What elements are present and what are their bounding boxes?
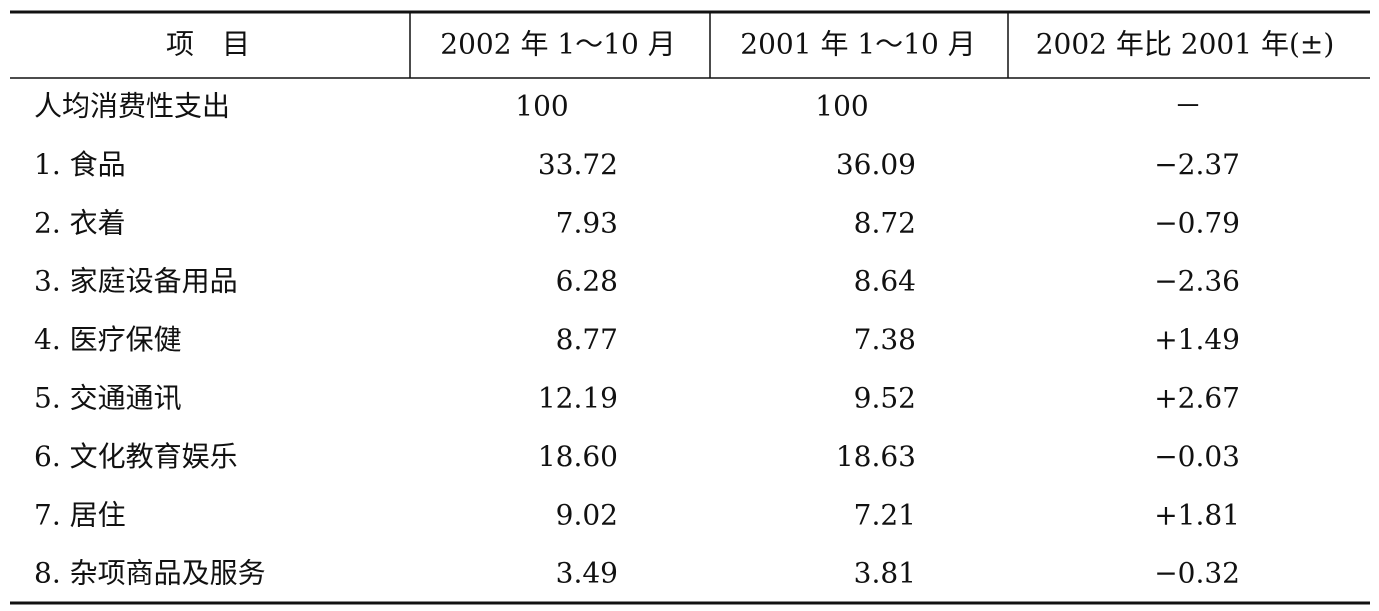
header-cell: 2002 年比 2001 年(±) (1036, 28, 1335, 61)
cell-value: 18.63 (836, 440, 916, 473)
cell-value: −2.37 (1154, 148, 1240, 181)
cell-value: 3.81 (854, 557, 916, 590)
row-label: 4. 医疗保健 (34, 323, 182, 356)
row-label: 人均消费性支出 (34, 90, 230, 123)
cell-value: 7.93 (556, 206, 618, 239)
cell-value: +1.81 (1154, 498, 1240, 531)
cell-value: 8.72 (854, 206, 916, 239)
cell-value: － (1174, 90, 1202, 123)
cell-value: −0.79 (1154, 206, 1240, 239)
cell-value: −2.36 (1154, 265, 1240, 298)
cell-value: 6.28 (556, 265, 618, 298)
cell-value: 100 (815, 90, 868, 123)
cell-value: +2.67 (1154, 382, 1240, 415)
row-label: 8. 杂项商品及服务 (34, 557, 266, 590)
row-label: 7. 居住 (34, 498, 126, 531)
cell-value: 8.77 (556, 323, 618, 356)
cell-value: 36.09 (836, 148, 916, 181)
cell-value: 33.72 (538, 148, 618, 181)
cell-value: 9.52 (854, 382, 916, 415)
cell-value: 18.60 (538, 440, 618, 473)
cell-value: 3.49 (556, 557, 618, 590)
cell-value: −0.32 (1154, 557, 1240, 590)
header-cell: 项 目 (166, 28, 250, 61)
header-cell: 2002 年 1～10 月 (440, 28, 675, 61)
row-label: 3. 家庭设备用品 (34, 265, 238, 298)
row-label: 1. 食品 (34, 148, 126, 181)
cell-value: 7.38 (854, 323, 916, 356)
row-label: 6. 文化教育娱乐 (34, 440, 238, 473)
row-label: 5. 交通通讯 (34, 382, 182, 415)
cell-value: 7.21 (854, 498, 916, 531)
cell-value: 100 (515, 90, 568, 123)
row-label: 2. 衣着 (34, 206, 126, 239)
header-cell: 2001 年 1～10 月 (740, 28, 975, 61)
cell-value: 8.64 (854, 265, 916, 298)
cell-value: 9.02 (556, 498, 618, 531)
cell-value: +1.49 (1154, 323, 1240, 356)
cell-value: −0.03 (1154, 440, 1240, 473)
cell-value: 12.19 (538, 382, 618, 415)
